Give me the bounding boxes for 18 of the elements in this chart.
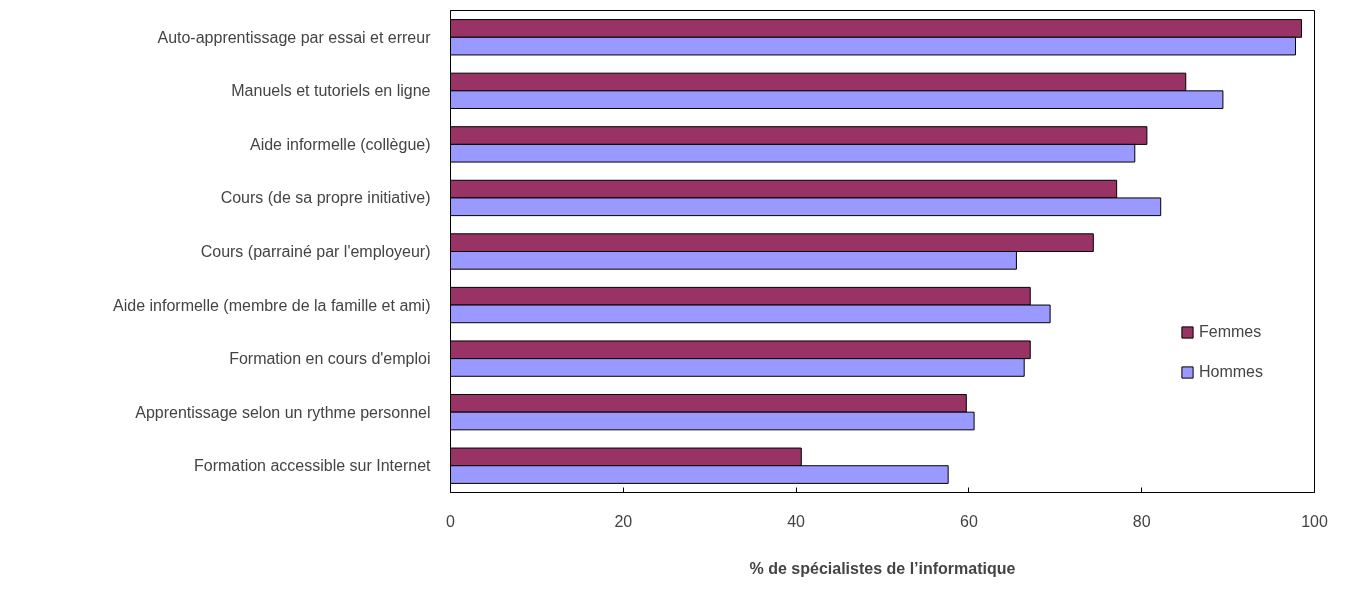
x-axis-title: % de spécialistes de l’informatique — [749, 559, 1016, 577]
x-tick-label: 80 — [1132, 512, 1151, 530]
y-tick-label: Apprentissage selon un rythme personnel — [135, 403, 431, 421]
y-tick-label: Cours (de sa propre initiative) — [220, 189, 431, 207]
y-tick-label: Aide informelle (membre de la famille et ami) — [113, 296, 431, 314]
y-tick-label: Auto-apprentissage par essai et erreur — [157, 28, 432, 46]
x-tick-label: 20 — [614, 512, 633, 530]
y-tick-label: Cours (parrainé par l'employeur) — [200, 243, 431, 260]
y-tick-label: Aide informelle (collègue) — [249, 135, 431, 153]
y-tick-label: Manuels et tutoriels en ligne — [231, 82, 431, 100]
x-tick-label: 40 — [787, 512, 806, 530]
x-tick-label: 0 — [446, 512, 456, 530]
x-tick-label: 60 — [960, 512, 978, 530]
x-tick-label: 100 — [1301, 512, 1328, 530]
y-tick-label: Formation accessible sur Internet — [193, 457, 432, 475]
legend-label: Femmes — [1199, 323, 1262, 341]
y-tick-label: Formation en cours d'emploi — [229, 350, 431, 368]
legend-label: Hommes — [1199, 363, 1264, 381]
